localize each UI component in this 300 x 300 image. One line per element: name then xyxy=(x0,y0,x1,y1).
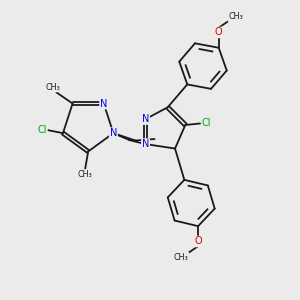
Text: Cl: Cl xyxy=(37,125,46,135)
Text: N: N xyxy=(110,128,117,138)
Text: CH₃: CH₃ xyxy=(46,82,60,91)
Text: N: N xyxy=(142,139,149,149)
Text: CH₃: CH₃ xyxy=(78,170,93,179)
Text: N: N xyxy=(100,98,107,109)
Text: O: O xyxy=(215,27,223,38)
Text: O: O xyxy=(194,236,202,247)
Text: CH₃: CH₃ xyxy=(174,253,188,262)
Text: Cl: Cl xyxy=(202,118,211,128)
Text: N: N xyxy=(142,114,149,124)
Text: CH₃: CH₃ xyxy=(228,12,243,21)
